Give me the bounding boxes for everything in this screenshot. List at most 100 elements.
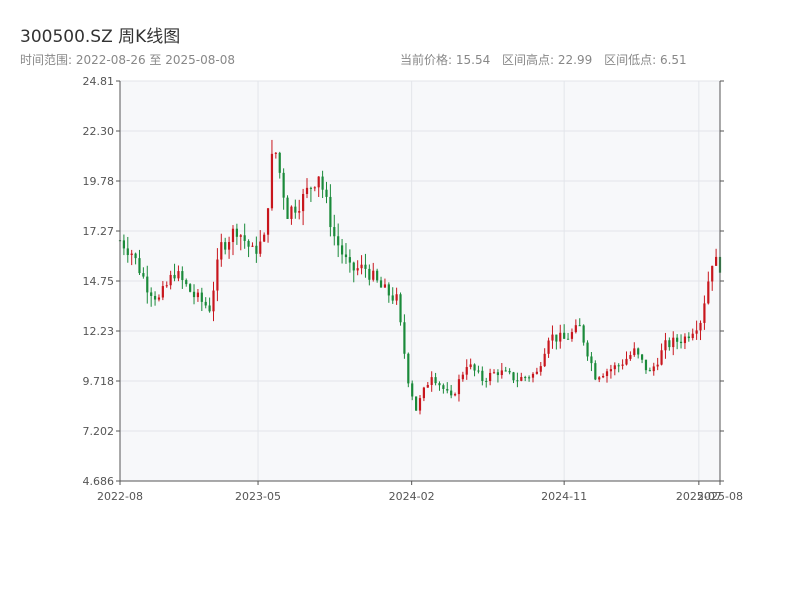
candle-body-down (282, 172, 285, 198)
candle-body-down (247, 240, 250, 247)
candle-body-down (235, 228, 238, 237)
candle-body-up (196, 292, 200, 298)
y-tick-label: 19.78 (83, 175, 115, 188)
candle-body-up (266, 208, 270, 235)
candle-body-up (239, 235, 242, 237)
candle-body-down (192, 291, 196, 298)
candle-body-up (165, 285, 168, 287)
candle-body-up (426, 384, 429, 388)
candle-body-up (547, 340, 550, 354)
candle-body-down (337, 236, 340, 246)
candle-body-up (220, 242, 223, 260)
candle-body-down (352, 262, 355, 271)
candle-body-up (457, 379, 461, 395)
candle-body-up (605, 371, 609, 376)
candle-body-up (489, 372, 492, 382)
candle-body-up (169, 274, 172, 286)
candle-body-down (450, 390, 453, 396)
candle-body-down (364, 264, 367, 269)
candle-body-down (434, 377, 437, 384)
candle-body-down (582, 325, 585, 343)
candle-body-up (356, 268, 359, 271)
candle-body-up (543, 353, 546, 367)
candle-body-up (274, 152, 277, 154)
price-stats: 当前价格: 15.54 区间高点: 22.99 区间低点: 6.51 (400, 51, 695, 68)
candle-body-down (376, 270, 379, 281)
candle-body-down (150, 292, 153, 296)
candle-body-up (177, 271, 180, 279)
candle-body-down (504, 370, 507, 372)
candle-body-down (496, 372, 500, 376)
candle-body-down (321, 176, 324, 190)
candle-body-up (531, 373, 535, 378)
candle-body-up (535, 371, 538, 374)
candle-body-up (469, 364, 472, 368)
candle-body-down (286, 197, 289, 219)
current-price-label: 当前价格: 15.54 (400, 53, 491, 67)
candle-body-down (586, 342, 589, 357)
candle-body-down (329, 196, 332, 228)
x-tick-label: 2024-11 (541, 490, 587, 503)
candle-body-up (383, 284, 387, 288)
date-range-label: 时间范围: 2022-08-26 至 2025-08-08 (20, 53, 235, 67)
candle-body-down (340, 245, 344, 255)
candle-body-down (442, 385, 445, 389)
candle-body-up (372, 270, 375, 280)
candle-body-down (391, 295, 394, 301)
candle-body-up (672, 337, 675, 348)
candle-body-down (173, 274, 176, 279)
candle-body-up (715, 256, 718, 266)
candle-body-up (633, 348, 636, 356)
candle-body-up (313, 187, 316, 189)
candle-body-up (212, 290, 215, 312)
candle-body-down (473, 364, 476, 371)
candle-body-up (251, 245, 254, 247)
candle-body-up (422, 387, 425, 399)
candle-body-up (695, 330, 698, 334)
candle-body-down (516, 380, 519, 382)
candle-body-down (477, 370, 480, 372)
candle-body-up (707, 281, 710, 304)
candle-body-up (656, 364, 659, 367)
candle-body-up (263, 234, 266, 242)
candle-body-up (395, 294, 398, 301)
candle-body-up (613, 365, 616, 370)
candle-body-down (527, 377, 531, 379)
candle-body-up (453, 394, 457, 396)
candle-body-down (563, 332, 566, 339)
candle-body-down (676, 337, 679, 342)
candle-body-down (640, 354, 644, 360)
candle-body-up (520, 377, 523, 381)
range-low-label: 区间低点: 6.51 (604, 53, 687, 67)
candle-body-up (660, 350, 663, 365)
candle-body-up (130, 253, 133, 256)
candle-body-up (161, 286, 164, 298)
candle-body-down (407, 353, 410, 384)
candle-body-down (208, 305, 211, 312)
candle-body-down (294, 206, 297, 213)
candle-body-up (609, 369, 613, 372)
candle-body-up (259, 241, 262, 254)
candle-body-down (325, 189, 328, 197)
candle-body-down (134, 253, 137, 259)
candle-body-down (679, 341, 683, 344)
candle-body-up (500, 370, 503, 376)
candle-body-down (185, 280, 188, 285)
x-tick-label: 2024-02 (389, 490, 435, 503)
candle-body-up (317, 176, 320, 188)
candle-body-up (290, 206, 293, 219)
x-tick-label: 2025-07 (676, 490, 722, 503)
candle-body-down (648, 370, 651, 372)
candle-body-down (668, 340, 671, 348)
candle-body-down (309, 187, 313, 189)
candle-body-down (687, 336, 690, 339)
candle-body-down (189, 284, 192, 292)
y-tick-label: 17.27 (83, 225, 115, 238)
candle-body-up (298, 211, 301, 213)
candle-body-down (379, 280, 383, 288)
y-tick-label: 7.202 (83, 425, 115, 438)
candle-body-down (566, 338, 570, 340)
candle-body-up (305, 187, 309, 194)
candle-body-up (559, 332, 562, 342)
candle-body-down (446, 388, 449, 391)
